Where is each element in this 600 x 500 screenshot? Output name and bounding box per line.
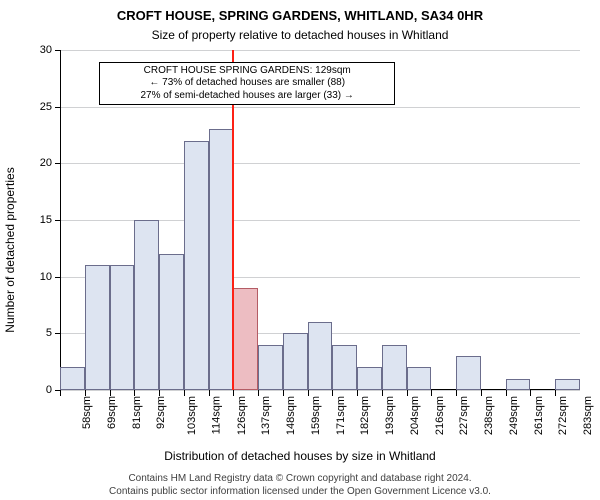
x-tick-mark — [134, 390, 135, 396]
y-tick-label: 0 — [46, 384, 52, 396]
x-tick-mark — [407, 390, 408, 396]
x-tick-label: 204sqm — [409, 396, 421, 435]
x-tick-mark — [258, 390, 259, 396]
x-axis-label: Distribution of detached houses by size … — [0, 449, 600, 463]
y-tick-label: 15 — [40, 214, 52, 226]
x-tick-mark — [555, 390, 556, 396]
y-tick-label: 5 — [46, 327, 52, 339]
x-tick-label: 81sqm — [131, 396, 143, 429]
x-tick-label: 159sqm — [310, 396, 322, 435]
x-tick-label: 58sqm — [81, 396, 93, 429]
annotation-line: 27% of semi-detached houses are larger (… — [106, 90, 388, 103]
x-tick-mark — [506, 390, 507, 396]
x-tick-mark — [159, 390, 160, 396]
x-tick-label: 193sqm — [384, 396, 396, 435]
x-tick-label: 126sqm — [236, 396, 248, 435]
histogram-bar — [184, 141, 209, 390]
footer-line-1: Contains HM Land Registry data © Crown c… — [0, 473, 600, 486]
y-tick-label: 30 — [40, 44, 52, 56]
x-tick-mark — [481, 390, 482, 396]
x-tick-mark — [530, 390, 531, 396]
histogram-bar — [60, 367, 85, 390]
x-tick-label: 227sqm — [459, 396, 471, 435]
x-tick-label: 249sqm — [508, 396, 520, 435]
histogram-bar — [308, 322, 333, 390]
x-tick-mark — [456, 390, 457, 396]
histogram-bar — [332, 345, 357, 390]
x-tick-mark — [233, 390, 234, 396]
y-tick-label: 20 — [40, 157, 52, 169]
histogram-bar — [159, 254, 184, 390]
x-tick-label: 171sqm — [335, 396, 347, 435]
x-tick-mark — [332, 390, 333, 396]
x-tick-label: 148sqm — [285, 396, 297, 435]
x-tick-label: 182sqm — [360, 396, 372, 435]
histogram-bar — [258, 345, 283, 390]
x-tick-mark — [308, 390, 309, 396]
histogram-bar — [283, 333, 308, 390]
chart-container: CROFT HOUSE, SPRING GARDENS, WHITLAND, S… — [0, 0, 600, 500]
x-tick-mark — [382, 390, 383, 396]
histogram-bar — [407, 367, 432, 390]
y-tick-label: 25 — [40, 101, 52, 113]
x-tick-mark — [357, 390, 358, 396]
x-tick-label: 92sqm — [155, 396, 167, 429]
grid-line — [60, 390, 580, 391]
x-tick-label: 137sqm — [260, 396, 272, 435]
histogram-bar — [456, 356, 481, 390]
x-tick-mark — [110, 390, 111, 396]
x-tick-mark — [85, 390, 86, 396]
x-tick-mark — [283, 390, 284, 396]
footer-text: Contains HM Land Registry data © Crown c… — [0, 473, 600, 498]
y-axis-label: Number of detached properties — [3, 167, 17, 332]
histogram-bar — [209, 129, 234, 390]
x-tick-mark — [60, 390, 61, 396]
histogram-bar — [85, 265, 110, 390]
x-tick-label: 103sqm — [186, 396, 198, 435]
x-tick-mark — [431, 390, 432, 396]
x-tick-label: 272sqm — [558, 396, 570, 435]
histogram-bar — [506, 379, 531, 390]
chart-title: CROFT HOUSE, SPRING GARDENS, WHITLAND, S… — [0, 8, 600, 23]
histogram-bar — [382, 345, 407, 390]
x-tick-label: 238sqm — [483, 396, 495, 435]
histogram-bar — [134, 220, 159, 390]
x-tick-mark — [209, 390, 210, 396]
plot-area: CROFT HOUSE SPRING GARDENS: 129sqm← 73% … — [60, 50, 580, 390]
x-tick-mark — [184, 390, 185, 396]
annotation-box: CROFT HOUSE SPRING GARDENS: 129sqm← 73% … — [99, 62, 395, 106]
annotation-line: CROFT HOUSE SPRING GARDENS: 129sqm — [106, 65, 388, 78]
histogram-bar — [110, 265, 135, 390]
histogram-bar — [357, 367, 382, 390]
x-tick-label: 283sqm — [582, 396, 594, 435]
x-tick-label: 261sqm — [533, 396, 545, 435]
histogram-bar — [555, 379, 580, 390]
histogram-bar — [233, 288, 258, 390]
x-tick-label: 69sqm — [106, 396, 118, 429]
annotation-line: ← 73% of detached houses are smaller (88… — [106, 77, 388, 90]
y-tick-label: 10 — [40, 271, 52, 283]
chart-subtitle: Size of property relative to detached ho… — [0, 28, 600, 42]
footer-line-2: Contains public sector information licen… — [0, 486, 600, 499]
x-tick-label: 114sqm — [210, 396, 222, 434]
x-tick-label: 216sqm — [434, 396, 446, 435]
